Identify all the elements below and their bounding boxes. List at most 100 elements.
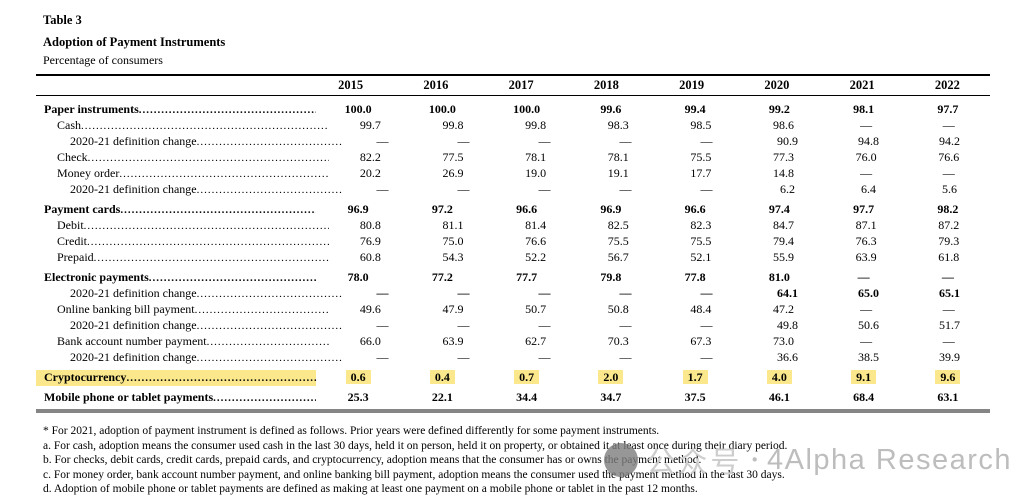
row-label: Bank account number payment.............… — [36, 334, 329, 350]
value-cell: 99.8 — [442, 118, 464, 132]
value-cell: 96.9 — [347, 202, 369, 216]
row-label: 2020-21 definition change...............… — [36, 318, 342, 334]
year-column-header: 2020 — [764, 78, 790, 92]
value-cell: 97.7 — [937, 102, 959, 116]
value-cell: 81.0 — [768, 270, 790, 284]
value-cell: 67.3 — [690, 334, 712, 348]
leader-dots: ........................................… — [83, 220, 329, 232]
value-cell: 77.5 — [442, 150, 464, 164]
leader-dots: ........................................… — [196, 184, 342, 196]
row-label: Debit...................................… — [57, 218, 329, 232]
table-body: Paper instruments.......................… — [36, 96, 990, 413]
year-column-header: 2016 — [423, 78, 449, 92]
leader-dots: ........................................… — [138, 104, 316, 116]
value-cell: 65.1 — [939, 286, 960, 300]
value-cell: — — [942, 302, 955, 316]
value-cell: 17.7 — [690, 166, 712, 180]
table-row: Money order.............................… — [36, 166, 990, 182]
value-cell: 75.5 — [690, 150, 712, 164]
value-cell: 76.0 — [855, 150, 877, 164]
value-cell: 60.8 — [359, 250, 381, 264]
leader-dots: ........................................… — [148, 272, 316, 284]
value-cell: — — [376, 286, 389, 300]
value-cell: 77.3 — [772, 150, 794, 164]
row-label: Online banking bill payment.............… — [36, 302, 329, 318]
value-cell: 82.3 — [690, 218, 712, 232]
value-cell: 77.2 — [431, 270, 453, 284]
value-cell: 56.7 — [607, 250, 629, 264]
value-cell: 99.8 — [525, 118, 547, 132]
row-label: Credit..................................… — [57, 234, 329, 248]
table-row: Credit..................................… — [36, 234, 990, 250]
value-cell: 84.7 — [772, 218, 794, 232]
value-cell: — — [700, 318, 713, 332]
leader-dots: ........................................… — [120, 204, 316, 216]
value-cell: — — [619, 286, 632, 300]
row-label: 2020-21 definition change...............… — [36, 134, 342, 150]
value-cell: 50.6 — [858, 318, 879, 332]
value-cell: 100.0 — [344, 102, 372, 116]
value-cell: 75.5 — [607, 234, 629, 248]
value-cell: 99.4 — [684, 102, 706, 116]
table-row: Prepaid.................................… — [36, 250, 990, 266]
value-cell: 26.9 — [442, 166, 464, 180]
value-cell: 75.0 — [442, 234, 464, 248]
value-cell: — — [860, 302, 873, 316]
table-row: 2020-21 definition change...............… — [36, 286, 990, 302]
row-label: 2020-21 definition change...............… — [36, 350, 342, 366]
table-row: Electronic payments.....................… — [36, 270, 990, 286]
value-cell: 81.1 — [442, 218, 464, 232]
value-cell: 37.5 — [684, 390, 706, 404]
year-column-header: 2021 — [849, 78, 875, 92]
value-cell: — — [942, 118, 955, 132]
value-cell: 98.6 — [772, 118, 794, 132]
value-cell: 76.3 — [855, 234, 877, 248]
value-cell: 76.6 — [938, 150, 960, 164]
table-row: Online banking bill payment.............… — [36, 302, 990, 318]
year-column-header: 2015 — [338, 78, 364, 92]
row-label: Payment cards...........................… — [44, 202, 316, 216]
value-cell: 98.3 — [607, 118, 629, 132]
row-label: Cryptocurrency..........................… — [36, 370, 316, 386]
value-cell: 77.7 — [516, 270, 538, 284]
value-cell: 9.6 — [906, 370, 990, 385]
row-label: Electronic payments.....................… — [36, 270, 316, 286]
value-cell: 55.9 — [772, 250, 794, 264]
value-cell: — — [942, 334, 955, 348]
value-cell: 100.0 — [428, 102, 456, 116]
leader-dots: ........................................… — [87, 236, 329, 248]
value-cell: 9.1 — [822, 370, 906, 385]
value-cell: 34.7 — [600, 390, 622, 404]
value-cell: — — [942, 166, 955, 180]
value-cell: 94.8 — [858, 134, 879, 148]
table-row: Paper instruments.......................… — [36, 102, 990, 118]
value-cell: 96.6 — [516, 202, 538, 216]
table-row: Check...................................… — [36, 150, 990, 166]
value-cell: 99.7 — [359, 118, 381, 132]
value-cell: 39.9 — [939, 350, 960, 364]
value-cell: 94.2 — [939, 134, 960, 148]
value-cell: — — [457, 182, 470, 196]
value-cell: 65.0 — [858, 286, 879, 300]
value-cell: 98.1 — [853, 102, 875, 116]
footnote: d. Adoption of mobile phone or tablet pa… — [43, 483, 698, 496]
value-cell: 50.7 — [525, 302, 547, 316]
value-cell: 62.7 — [525, 334, 547, 348]
value-cell: 82.2 — [359, 150, 381, 164]
row-label: Check...................................… — [57, 150, 329, 164]
value-cell: — — [857, 270, 870, 284]
leader-dots: ........................................… — [196, 288, 342, 300]
value-cell: 4.0 — [737, 370, 821, 385]
value-cell: 64.1 — [777, 286, 798, 300]
value-cell: 47.9 — [442, 302, 464, 316]
value-cell: 96.9 — [600, 202, 622, 216]
leader-dots: ........................................… — [119, 168, 329, 180]
value-cell: 96.6 — [684, 202, 706, 216]
value-cell: 70.3 — [607, 334, 629, 348]
value-cell: 99.2 — [768, 102, 790, 116]
value-cell: 98.2 — [937, 202, 959, 216]
document-header: Table 3 Adoption of Payment Instruments … — [43, 13, 1022, 68]
leader-dots: ........................................… — [93, 252, 329, 264]
value-cell: 0.7 — [485, 370, 569, 385]
